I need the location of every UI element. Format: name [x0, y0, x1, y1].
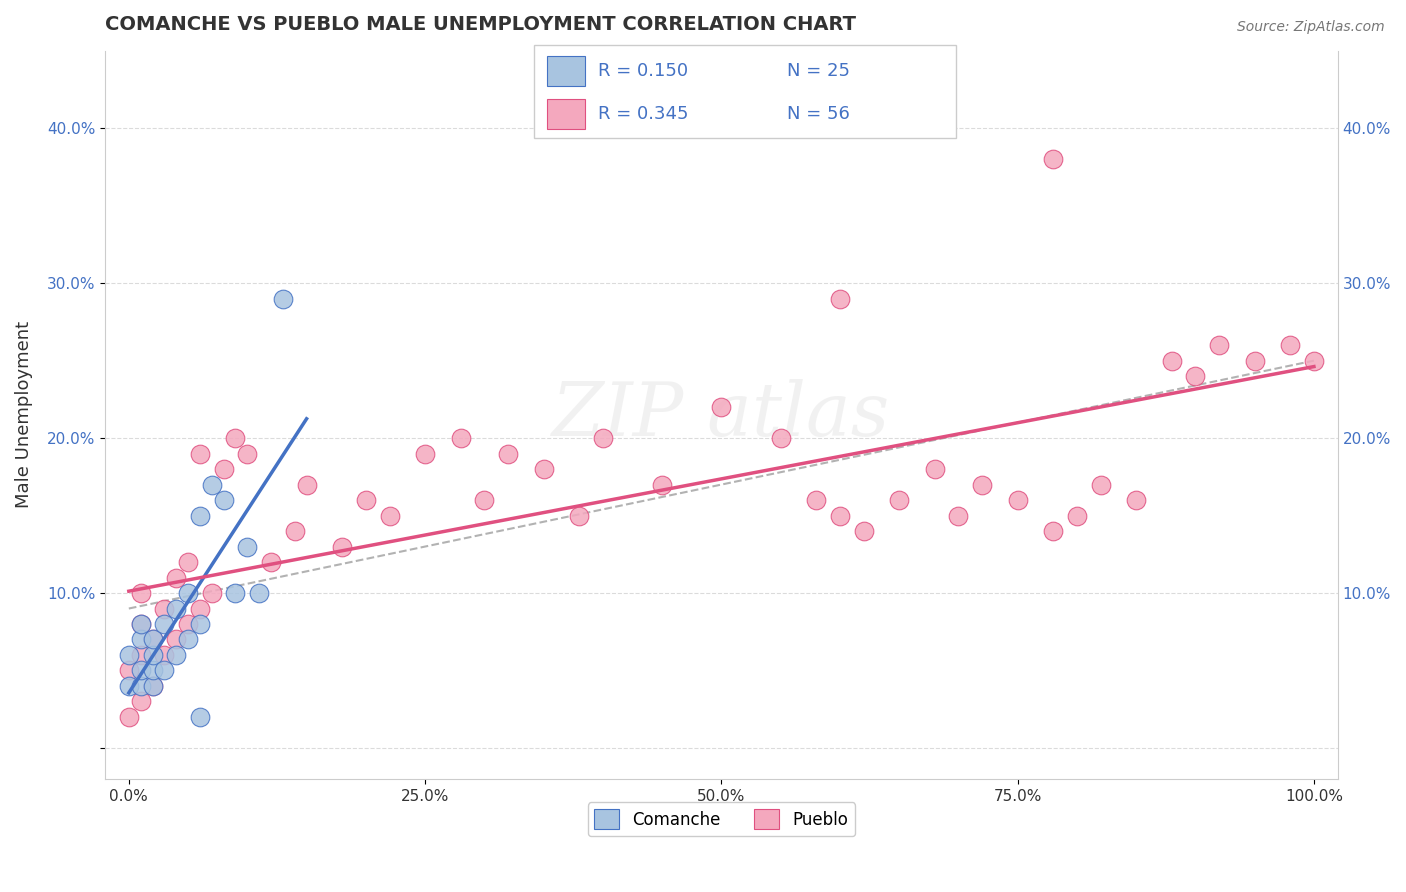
Point — [212, 462, 235, 476]
Point — [769, 431, 792, 445]
Point — [236, 540, 259, 554]
Point — [852, 524, 875, 538]
Y-axis label: Male Unemployment: Male Unemployment — [15, 321, 32, 508]
Point — [188, 710, 211, 724]
Point — [201, 586, 224, 600]
Text: R = 0.150: R = 0.150 — [598, 62, 688, 79]
Point — [295, 477, 318, 491]
Point — [710, 400, 733, 414]
Point — [153, 601, 176, 615]
Point — [177, 555, 200, 569]
Point — [118, 710, 141, 724]
Point — [118, 664, 141, 678]
Point — [141, 648, 163, 662]
Point — [651, 477, 673, 491]
Point — [806, 493, 828, 508]
Point — [153, 648, 176, 662]
Point — [1042, 153, 1064, 167]
Point — [177, 632, 200, 647]
Point — [1279, 338, 1302, 352]
Text: COMANCHE VS PUEBLO MALE UNEMPLOYMENT CORRELATION CHART: COMANCHE VS PUEBLO MALE UNEMPLOYMENT COR… — [105, 15, 856, 34]
Point — [224, 586, 246, 600]
Point — [260, 555, 283, 569]
Point — [413, 447, 436, 461]
Point — [177, 586, 200, 600]
Text: N = 56: N = 56 — [787, 105, 851, 123]
Point — [165, 601, 187, 615]
Point — [948, 508, 970, 523]
Point — [1160, 353, 1182, 368]
Point — [1184, 369, 1206, 384]
Point — [828, 292, 851, 306]
FancyBboxPatch shape — [534, 45, 956, 138]
Point — [828, 508, 851, 523]
Point — [924, 462, 946, 476]
Point — [165, 648, 187, 662]
Point — [177, 617, 200, 632]
Point — [568, 508, 591, 523]
Legend: Comanche, Pueblo: Comanche, Pueblo — [588, 803, 855, 836]
Point — [247, 586, 270, 600]
Point — [1303, 353, 1326, 368]
Point — [1066, 508, 1088, 523]
Point — [129, 694, 152, 708]
Point — [141, 632, 163, 647]
Point — [188, 601, 211, 615]
Point — [141, 679, 163, 693]
Point — [472, 493, 495, 508]
Point — [1208, 338, 1230, 352]
Text: N = 25: N = 25 — [787, 62, 851, 79]
Point — [188, 617, 211, 632]
Point — [592, 431, 614, 445]
Text: Source: ZipAtlas.com: Source: ZipAtlas.com — [1237, 20, 1385, 34]
Text: ZIP atlas: ZIP atlas — [553, 378, 890, 451]
Point — [212, 493, 235, 508]
Point — [271, 292, 294, 306]
FancyBboxPatch shape — [547, 56, 585, 86]
Point — [201, 477, 224, 491]
Point — [236, 447, 259, 461]
Point — [378, 508, 401, 523]
Point — [1042, 524, 1064, 538]
Point — [153, 664, 176, 678]
Point — [165, 632, 187, 647]
Point — [129, 632, 152, 647]
Point — [129, 617, 152, 632]
Point — [354, 493, 377, 508]
Point — [118, 679, 141, 693]
Point — [129, 664, 152, 678]
Point — [141, 679, 163, 693]
Point — [188, 447, 211, 461]
Point — [224, 431, 246, 445]
Point — [1243, 353, 1265, 368]
Point — [330, 540, 353, 554]
Text: R = 0.345: R = 0.345 — [598, 105, 688, 123]
Point — [118, 648, 141, 662]
Point — [450, 431, 472, 445]
FancyBboxPatch shape — [547, 99, 585, 129]
Point — [284, 524, 307, 538]
Point — [141, 632, 163, 647]
Point — [153, 617, 176, 632]
Point — [533, 462, 555, 476]
Point — [1125, 493, 1147, 508]
Point — [129, 617, 152, 632]
Point — [972, 477, 994, 491]
Point — [129, 586, 152, 600]
Point — [889, 493, 911, 508]
Point — [1007, 493, 1029, 508]
Point — [129, 648, 152, 662]
Point — [1090, 477, 1112, 491]
Point — [129, 679, 152, 693]
Point — [188, 508, 211, 523]
Point — [496, 447, 519, 461]
Point — [165, 570, 187, 584]
Point — [141, 664, 163, 678]
